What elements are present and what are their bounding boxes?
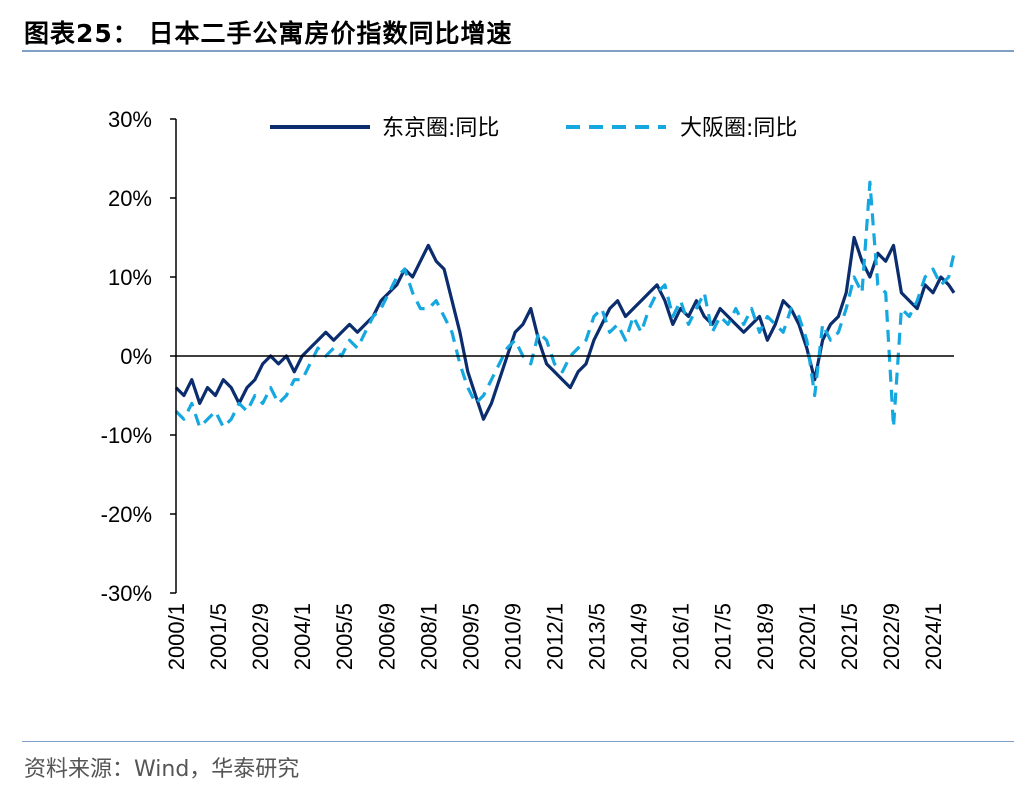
x-tick-label: 2002/9 bbox=[248, 603, 273, 670]
source-note: 资料来源：Wind，华泰研究 bbox=[24, 757, 300, 782]
x-tick-label: 2016/1 bbox=[669, 603, 694, 670]
x-tick-label: 2006/9 bbox=[374, 603, 399, 670]
x-tick-label: 2012/1 bbox=[542, 603, 567, 670]
x-tick-label: 2001/5 bbox=[206, 603, 231, 670]
x-tick-label: 2020/1 bbox=[795, 603, 820, 670]
x-tick-label: 2014/9 bbox=[627, 603, 652, 670]
y-tick-label: 10% bbox=[108, 265, 152, 290]
y-tick-label: 30% bbox=[108, 107, 152, 132]
line-chart: -30% -20% -10% 0% 10% 20% 30% 2000/1 2001/5 2002/… bbox=[101, 107, 956, 670]
x-tick-label: 2017/5 bbox=[711, 603, 736, 670]
x-tick-label: 2005/5 bbox=[332, 603, 357, 670]
y-tick-label: -20% bbox=[101, 502, 152, 527]
x-tick-label: 2004/1 bbox=[290, 603, 315, 670]
x-tick-label: 2018/9 bbox=[753, 603, 778, 670]
x-tick-label: 2009/5 bbox=[458, 603, 483, 670]
y-tick-label: -10% bbox=[101, 423, 152, 448]
title-divider bbox=[22, 50, 1014, 52]
x-tick-label: 2022/9 bbox=[879, 603, 904, 670]
x-tick-label: 2000/1 bbox=[164, 603, 189, 670]
series-line-tokyo bbox=[174, 235, 956, 421]
x-tick-label: 2013/5 bbox=[585, 603, 610, 670]
y-tick-label: 20% bbox=[108, 186, 152, 211]
x-tick-label: 2010/9 bbox=[500, 603, 525, 670]
legend-label-osaka: 大阪圈:同比 bbox=[680, 116, 797, 141]
x-tick-label: 2021/5 bbox=[837, 603, 862, 670]
y-tick-label: -30% bbox=[101, 581, 152, 606]
x-tick-label: 2024/1 bbox=[921, 603, 946, 670]
y-tick-label: 0% bbox=[120, 344, 152, 369]
page-title: 图表25： 日本二手公寓房价指数同比增速 bbox=[24, 19, 513, 48]
x-tick-label: 2008/1 bbox=[416, 603, 441, 670]
legend-label-tokyo: 东京圈:同比 bbox=[382, 116, 499, 141]
series-line-osaka bbox=[174, 180, 956, 429]
footer-divider bbox=[22, 741, 1014, 742]
